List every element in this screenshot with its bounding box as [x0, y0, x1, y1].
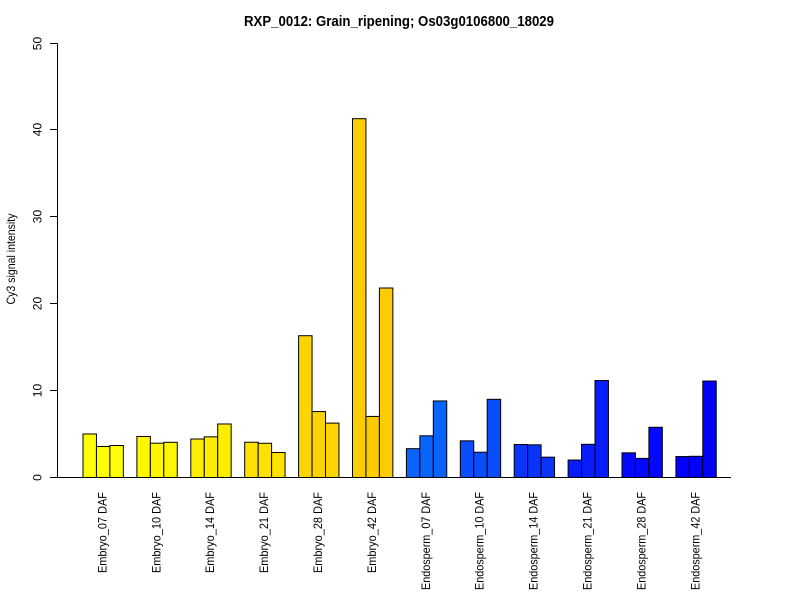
- svg-text:Endosperm_14 DAF: Endosperm_14 DAF: [527, 492, 541, 590]
- svg-text:Embryo_28 DAF: Embryo_28 DAF: [311, 492, 325, 573]
- svg-text:Endosperm_07 DAF: Endosperm_07 DAF: [419, 492, 433, 590]
- svg-text:Embryo_07 DAF: Embryo_07 DAF: [95, 492, 109, 573]
- svg-text:Embryo_14 DAF: Embryo_14 DAF: [203, 492, 217, 573]
- svg-text:10: 10: [31, 384, 45, 398]
- svg-text:Embryo_21 DAF: Embryo_21 DAF: [257, 492, 271, 573]
- svg-text:RXP_0012: Grain_ripening; Os03: RXP_0012: Grain_ripening; Os03g0106800_1…: [244, 14, 554, 30]
- svg-text:40: 40: [31, 123, 45, 137]
- svg-text:0: 0: [31, 474, 45, 481]
- svg-text:20: 20: [31, 297, 45, 311]
- svg-text:Endosperm_28 DAF: Endosperm_28 DAF: [634, 492, 648, 590]
- svg-text:Endosperm_42 DAF: Endosperm_42 DAF: [688, 492, 702, 590]
- svg-text:Embryo_42 DAF: Embryo_42 DAF: [365, 492, 379, 573]
- svg-text:30: 30: [31, 210, 45, 224]
- svg-text:Embryo_10 DAF: Embryo_10 DAF: [149, 492, 163, 573]
- svg-text:Cy3 signal intensity: Cy3 signal intensity: [4, 214, 18, 305]
- svg-text:Endosperm_21 DAF: Endosperm_21 DAF: [580, 492, 594, 590]
- svg-text:50: 50: [31, 37, 45, 51]
- svg-text:Endosperm_10 DAF: Endosperm_10 DAF: [473, 492, 487, 590]
